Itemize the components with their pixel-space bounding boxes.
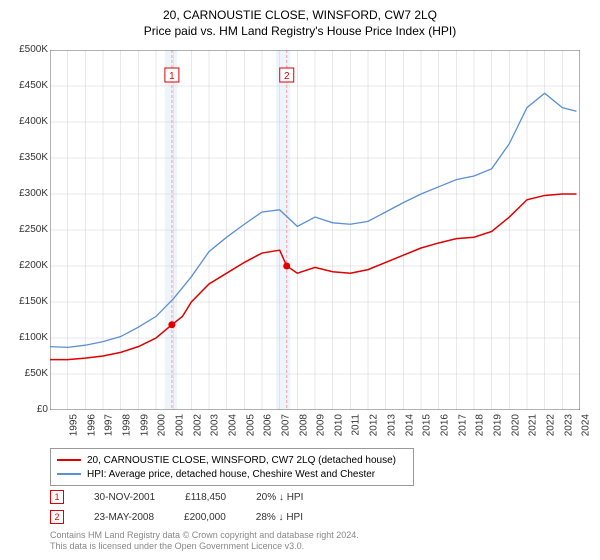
footer-line: Contains HM Land Registry data © Crown c… [50,530,359,541]
legend-item: 20, CARNOUSTIE CLOSE, WINSFORD, CW7 2LQ … [57,453,407,467]
x-tick-label: 2023 [563,414,574,436]
event-marker: 1 [50,490,64,504]
x-tick-label: 1996 [86,414,97,436]
x-tick-label: 2006 [263,414,274,436]
legend-label: 20, CARNOUSTIE CLOSE, WINSFORD, CW7 2LQ … [87,455,396,466]
x-tick-label: 1999 [139,414,150,436]
x-tick-label: 2004 [227,414,238,436]
x-tick-label: 2013 [386,414,397,436]
x-tick-label: 1998 [121,414,132,436]
y-tick-label: £250K [4,224,48,235]
x-tick-label: 2005 [245,414,256,436]
x-tick-label: 2014 [404,414,415,436]
x-tick-label: 2008 [298,414,309,436]
x-tick-label: 2022 [545,414,556,436]
x-tick-label: 2020 [510,414,521,436]
y-tick-label: £400K [4,116,48,127]
x-tick-label: 2009 [316,414,327,436]
event-row: 2 23-MAY-2008 £200,000 28% ↓ HPI [50,510,303,524]
legend-item: HPI: Average price, detached house, Ches… [57,467,407,481]
chart-subtitle: Price paid vs. HM Land Registry's House … [0,22,600,38]
y-tick-label: £200K [4,260,48,271]
x-tick-label: 1997 [104,414,115,436]
x-tick-label: 2000 [157,414,168,436]
chart-area: 12 [50,50,580,410]
y-tick-label: £50K [4,368,48,379]
event-marker: 2 [50,510,64,524]
y-tick-label: £150K [4,296,48,307]
x-tick-label: 2021 [528,414,539,436]
x-tick-label: 2015 [422,414,433,436]
event-delta: 20% ↓ HPI [256,492,303,503]
x-tick-label: 2001 [174,414,185,436]
legend-swatch [57,459,81,461]
footer-line: This data is licensed under the Open Gov… [50,541,359,552]
event-delta: 28% ↓ HPI [256,512,303,523]
x-tick-label: 2018 [475,414,486,436]
y-tick-label: £300K [4,188,48,199]
event-row: 1 30-NOV-2001 £118,450 20% ↓ HPI [50,490,303,504]
chart-svg: 12 [50,50,580,410]
chart-container: 20, CARNOUSTIE CLOSE, WINSFORD, CW7 2LQ … [0,0,600,560]
x-tick-label: 2017 [457,414,468,436]
footer: Contains HM Land Registry data © Crown c… [50,530,359,552]
event-date: 23-MAY-2008 [94,512,154,523]
event-price: £200,000 [184,512,226,523]
legend: 20, CARNOUSTIE CLOSE, WINSFORD, CW7 2LQ … [50,448,414,486]
x-tick-label: 2016 [439,414,450,436]
y-tick-label: £100K [4,332,48,343]
x-tick-label: 1995 [68,414,79,436]
x-tick-label: 2024 [581,414,592,436]
x-tick-label: 2011 [350,414,361,436]
chart-title: 20, CARNOUSTIE CLOSE, WINSFORD, CW7 2LQ [0,0,600,22]
event-price: £118,450 [185,492,226,503]
x-tick-label: 2010 [333,414,344,436]
svg-text:1: 1 [169,71,175,82]
event-date: 30-NOV-2001 [94,492,155,503]
x-tick-label: 2003 [210,414,221,436]
y-tick-label: £350K [4,152,48,163]
x-tick-label: 2019 [492,414,503,436]
x-tick-label: 2002 [192,414,203,436]
y-tick-label: £500K [4,44,48,55]
y-tick-label: £450K [4,80,48,91]
y-tick-label: £0 [4,404,48,415]
legend-swatch [57,473,81,475]
x-tick-label: 2012 [369,414,380,436]
svg-text:2: 2 [284,71,290,82]
x-tick-label: 2007 [280,414,291,436]
legend-label: HPI: Average price, detached house, Ches… [87,469,375,480]
